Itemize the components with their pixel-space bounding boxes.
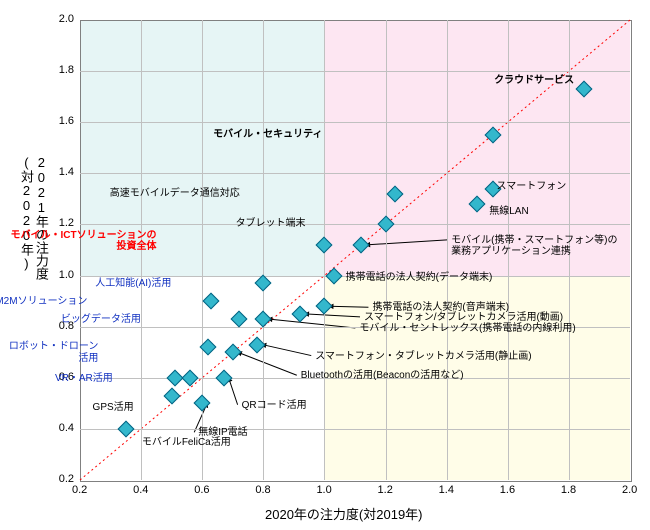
point-label: Bluetoothの活用(Beaconの活用など) xyxy=(301,370,464,382)
point-label: スマートフォン/タブレットカメラ活用(動画) xyxy=(364,312,563,324)
y-tick-label: 1.4 xyxy=(59,166,74,178)
x-tick-label: 2.0 xyxy=(622,484,637,496)
gridline-h xyxy=(80,173,630,174)
point-label: 携帯電話の法人契約(データ端末) xyxy=(346,272,493,284)
x-tick-label: 0.6 xyxy=(194,484,209,496)
leader-line xyxy=(229,378,238,405)
y-tick-label: 2.0 xyxy=(59,13,74,25)
leader-line xyxy=(305,314,360,317)
gridline-v xyxy=(386,20,387,480)
y-tick-label: 1.2 xyxy=(59,217,74,229)
y-axis-label-line1: 2021年の注力度 xyxy=(34,155,49,280)
gridline-h xyxy=(80,429,630,430)
point-label: ビッグデータ活用 xyxy=(61,314,141,326)
point-label: モバイル・セキュリティ xyxy=(213,129,322,141)
point-label: GPS活用 xyxy=(93,402,134,414)
x-tick-label: 1.8 xyxy=(561,484,576,496)
leader-line xyxy=(366,240,447,245)
y-tick-label: 0.2 xyxy=(59,473,74,485)
point-label: 無線LAN xyxy=(489,206,528,218)
y-tick-label: 1.0 xyxy=(59,269,74,281)
point-label: IoT・M2Mソリューション xyxy=(0,296,87,308)
point-label: VR・AR活用 xyxy=(55,373,113,385)
x-tick-label: 1.4 xyxy=(439,484,454,496)
point-label: 人工知能(AI)活用 xyxy=(95,278,171,290)
point-label: モバイル・セントレックス(携帯電話の内線利用) xyxy=(359,323,575,335)
point-label: モバイルFeliCa活用 xyxy=(142,437,231,449)
point-label: モバイル(携帯・スマートフォン等)の業務アプリケーション連携 xyxy=(451,235,617,258)
gridline-h xyxy=(80,224,630,225)
point-label: スマートフォン・タブレットカメラ活用(静止画) xyxy=(315,351,531,363)
leader-line xyxy=(238,352,297,375)
x-tick-label: 1.6 xyxy=(500,484,515,496)
scatter-chart: 2020年の注力度(対2019年) 2021年の注力度 (対2020年) 0.2… xyxy=(0,0,650,530)
x-tick-label: 0.4 xyxy=(133,484,148,496)
y-axis-label: 2021年の注力度 (対2020年) xyxy=(18,155,48,280)
y-tick-label: 1.6 xyxy=(59,115,74,127)
point-label: スマートフォン xyxy=(497,181,567,193)
y-tick-label: 1.8 xyxy=(59,64,74,76)
point-label: クラウドサービス xyxy=(494,75,574,87)
y-tick-label: 0.4 xyxy=(59,422,74,434)
y-axis-label-line2: (対2020年) xyxy=(19,155,34,271)
point-label: タブレット端末 xyxy=(236,218,306,230)
point-label: ロボット・ドローン活用 xyxy=(9,341,99,364)
point-label: モバイル・ICTソリューションの投資全体 xyxy=(11,230,157,253)
gridline-h xyxy=(80,122,630,123)
gridline-h xyxy=(80,71,630,72)
leader-line xyxy=(329,306,368,307)
point-label: QRコード活用 xyxy=(242,400,307,412)
leader-line xyxy=(262,345,311,356)
x-tick-label: 1.2 xyxy=(378,484,393,496)
x-tick-label: 0.2 xyxy=(72,484,87,496)
point-label: 高速モバイルデータ通信対応 xyxy=(110,188,240,200)
gridline-v xyxy=(447,20,448,480)
x-tick-label: 0.8 xyxy=(255,484,270,496)
x-tick-label: 1.0 xyxy=(316,484,331,496)
x-axis-label: 2020年の注力度(対2019年) xyxy=(265,504,423,523)
